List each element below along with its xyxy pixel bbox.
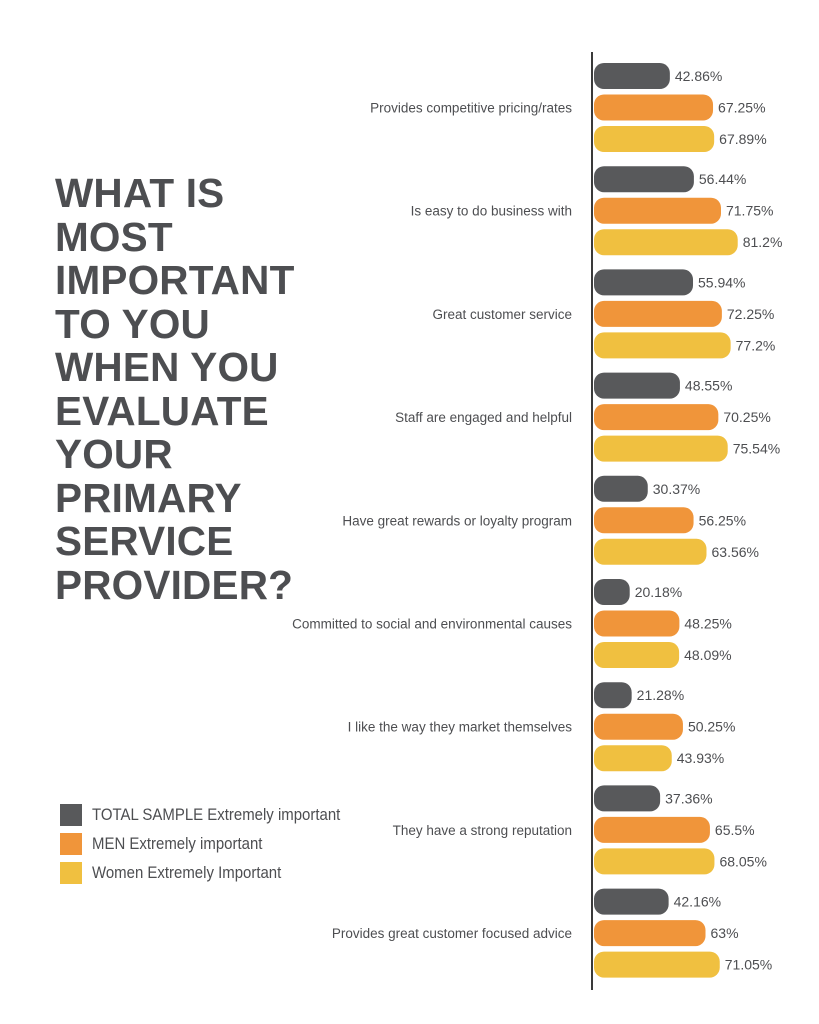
data-label: 65.5% [715,822,755,838]
bar [594,435,728,462]
bar [594,745,672,772]
bar [594,682,632,709]
category-label: I like the way they market themselves [348,720,573,735]
bar [594,713,683,740]
legend-swatch-women [60,861,82,884]
headline-line: SERVICE [55,518,234,564]
bar [594,126,715,152]
bar [594,332,731,359]
category-label: Provides competitive pricing/rates [370,101,572,116]
bar [594,475,648,502]
legend-label-men: MEN Extremely important [92,833,263,853]
category-label: Great customer service [432,307,572,322]
legend-swatch-total [60,803,82,826]
legend-swatch-men [60,832,82,855]
data-label: 48.09% [684,647,731,663]
data-label: 42.86% [675,68,722,84]
legend-label-women: Women Extremely Important [92,862,282,882]
bar [594,197,721,224]
data-label: 63% [711,925,739,941]
category-label: Staff are engaged and helpful [395,410,572,425]
legend-label-total: TOTAL SAMPLE Extremely important [92,804,341,824]
bar [594,848,715,875]
data-label: 20.18% [635,584,682,600]
legend-item-men: MEN Extremely important [60,829,374,858]
bar [594,579,630,605]
headline-line: PROVIDER? [55,561,294,608]
headline-line: MOST [55,213,173,260]
data-label: 37.36% [665,790,712,806]
bar [594,951,720,978]
data-label: 67.89% [719,131,766,147]
headline-line: WHAT IS [55,170,225,216]
data-label: 81.2% [743,234,783,250]
legend-item-women: Women Extremely Important [60,858,374,887]
data-label: 30.37% [653,481,700,497]
bar [594,300,722,327]
headline-line: TO YOU [55,300,210,347]
headline-line: PRIMARY [55,474,242,521]
category-label: Have great rewards or loyalty program [342,513,572,528]
data-label: 21.28% [637,687,684,703]
bar [594,785,661,812]
category-label: Committed to social and environmental ca… [292,617,572,632]
headline-line: WHEN YOU [55,344,279,390]
bar [594,642,680,668]
data-label: 67.25% [718,100,765,116]
bar [594,372,680,399]
data-label: 56.25% [699,512,746,528]
bar [594,538,707,565]
category-label: Provides great customer focused advice [332,926,572,941]
bar [594,229,738,256]
data-label: 75.54% [733,441,780,457]
data-label: 63.56% [712,544,759,560]
bar [594,63,670,89]
bar [594,94,714,121]
data-label: 71.05% [725,957,772,973]
category-label: They have a strong reputation [393,823,572,838]
bar [594,269,694,296]
data-label: 72.25% [727,306,774,322]
headline: WHAT IS MOST IMPORTANT TO YOU WHEN YOU E… [55,170,375,608]
data-label: 50.25% [688,719,735,735]
category-label: Is easy to do business with [411,204,572,219]
bar [594,816,710,843]
legend: TOTAL SAMPLE Extremely important MEN Ext… [60,800,374,887]
data-label: 48.25% [684,616,731,632]
data-label: 77.2% [736,337,776,353]
bar [594,507,694,534]
data-label: 68.05% [719,853,766,869]
headline-line: IMPORTANT [55,257,295,303]
bar [594,404,719,431]
data-label: 48.55% [685,378,732,394]
data-label: 70.25% [723,409,770,425]
headline-line: YOUR [55,431,173,477]
data-label: 55.94% [698,274,745,290]
data-label: 42.16% [674,894,721,910]
bar [594,610,680,637]
data-label: 71.75% [726,203,773,219]
data-label: 43.93% [677,750,724,766]
bar [594,888,669,915]
bar [594,920,706,947]
headline-line: EVALUATE [55,387,269,434]
bar [594,166,694,193]
data-label: 56.44% [699,171,746,187]
legend-item-total: TOTAL SAMPLE Extremely important [60,800,374,829]
